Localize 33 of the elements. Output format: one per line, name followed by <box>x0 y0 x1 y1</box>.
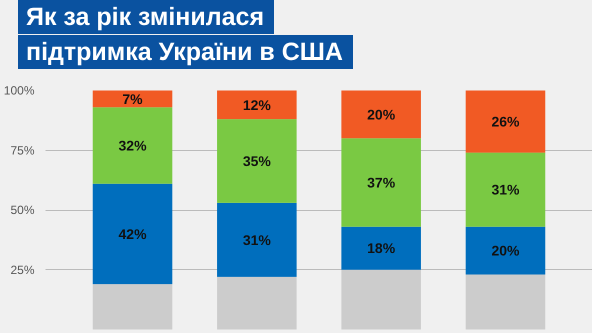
bar <box>466 274 546 330</box>
data-label: 42% <box>118 226 148 242</box>
data-label: 20% <box>367 106 396 122</box>
y-tick-label: 50% <box>10 203 35 217</box>
data-label: 26% <box>491 114 520 130</box>
bar <box>466 152 546 227</box>
data-label: 7% <box>122 90 144 107</box>
y-tick-label: 25% <box>10 262 35 277</box>
data-label: 12% <box>242 96 272 113</box>
bar <box>341 138 421 227</box>
bar <box>341 270 421 330</box>
data-label: 31% <box>491 182 520 198</box>
chart-title: Як за рік змінилася підтримка України в США <box>25 2 344 68</box>
bar <box>92 107 172 184</box>
bar <box>92 90 172 108</box>
bar <box>92 184 172 284</box>
bar <box>341 90 421 138</box>
y-tick-label: 100% <box>4 84 35 98</box>
bar <box>341 226 421 270</box>
bar <box>217 119 297 203</box>
data-label: 18% <box>367 240 396 256</box>
data-label: 35% <box>242 153 272 170</box>
bar <box>92 284 172 330</box>
bar <box>466 226 546 275</box>
data-label: 37% <box>367 174 396 191</box>
bar <box>217 276 297 330</box>
bar <box>217 202 297 277</box>
data-label: 32% <box>118 137 148 154</box>
data-label: 20% <box>491 242 520 259</box>
bar <box>466 90 546 153</box>
bar <box>217 90 297 120</box>
data-label: 31% <box>242 232 272 248</box>
y-tick-label: 75% <box>10 143 35 158</box>
